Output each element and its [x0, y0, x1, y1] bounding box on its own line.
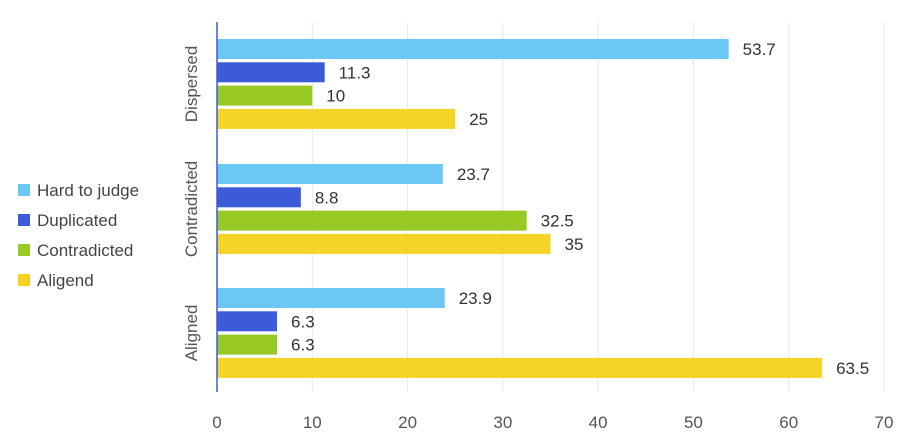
x-tick-label: 0	[212, 413, 221, 432]
legend-label: Hard to judge	[37, 181, 139, 200]
data-label: 53.7	[743, 40, 776, 59]
category-label-dispersed: Dispersed	[182, 46, 201, 123]
bar-contradicted-duplicated	[217, 187, 301, 208]
category-labels: Dispersed Contradicted Aligned	[182, 46, 201, 362]
data-labels: 53.7 11.3 10 25 23.7 8.8 32.5 35 23.9 6.3 6.3 63.5	[291, 40, 869, 378]
legend-label: Contradicted	[37, 241, 133, 260]
data-label: 10	[326, 87, 345, 106]
data-label: 35	[565, 235, 584, 254]
bar-dispersed-aligend	[217, 108, 456, 129]
x-tick-label: 50	[684, 413, 703, 432]
x-tick-label: 40	[589, 413, 608, 432]
bar-dispersed-duplicated	[217, 62, 325, 83]
legend-swatch	[18, 214, 30, 226]
bar-dispersed-hard-to-judge	[217, 39, 729, 59]
data-label: 25	[469, 110, 488, 129]
data-label: 23.7	[457, 165, 490, 184]
bar-aligned-contradicted	[217, 334, 278, 355]
category-label-aligned: Aligned	[182, 305, 201, 362]
data-label: 32.5	[541, 212, 574, 231]
legend-label: Aligend	[37, 271, 94, 290]
data-label: 63.5	[836, 359, 869, 378]
bar-contradicted-contradicted	[217, 210, 527, 231]
legend: Hard to judge Duplicated Contradicted Alige…	[18, 181, 139, 290]
bars	[217, 39, 823, 378]
legend-swatch	[18, 274, 30, 286]
grid-lines	[311, 22, 885, 392]
bar-aligned-duplicated	[217, 311, 278, 332]
bar-dispersed-contradicted	[217, 85, 313, 106]
legend-swatch	[18, 244, 30, 256]
x-tick-label: 10	[303, 413, 322, 432]
bar-aligned-aligend	[217, 357, 823, 378]
x-tick-label: 30	[493, 413, 512, 432]
legend-swatch	[18, 184, 30, 196]
legend-label: Duplicated	[37, 211, 117, 230]
data-label: 8.8	[315, 188, 339, 207]
data-label: 6.3	[291, 336, 315, 355]
data-label: 23.9	[459, 289, 492, 308]
bar-contradicted-hard-to-judge	[217, 164, 443, 184]
x-tick-label: 20	[398, 413, 417, 432]
category-label-contradicted: Contradicted	[182, 161, 201, 257]
x-tick-label: 60	[779, 413, 798, 432]
bar-contradicted-aligend	[217, 233, 551, 254]
bar-aligned-hard-to-judge	[217, 288, 445, 308]
x-tick-label: 70	[875, 413, 894, 432]
data-label: 6.3	[291, 312, 315, 331]
x-tick-labels: 0 10 20 30 40 50 60 70	[212, 413, 893, 432]
data-label: 11.3	[339, 63, 371, 82]
